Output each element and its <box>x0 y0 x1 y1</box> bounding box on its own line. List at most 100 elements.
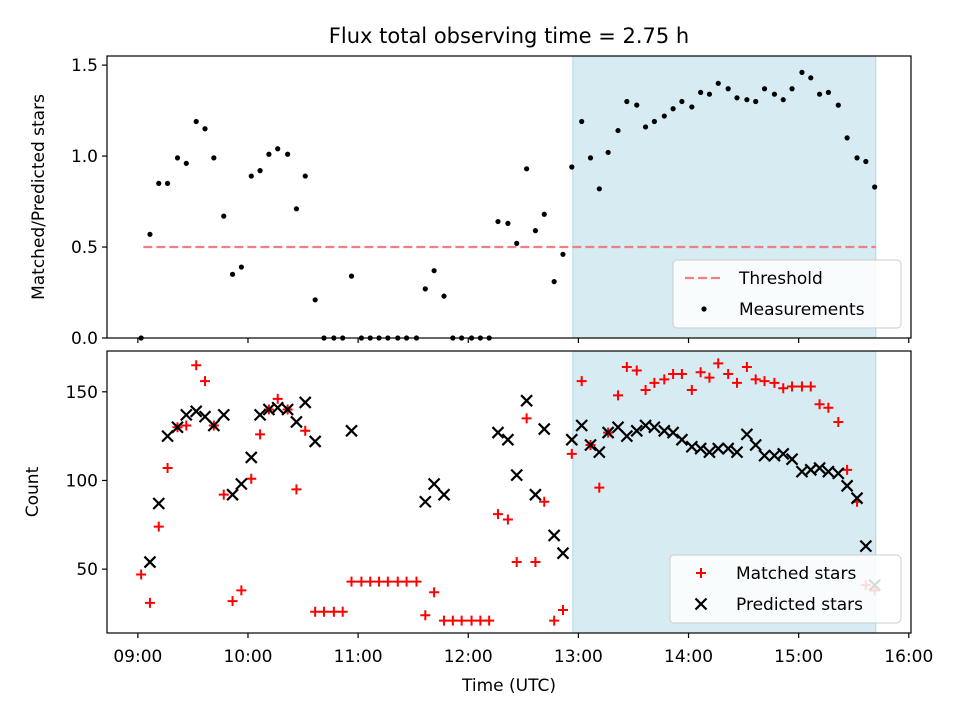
legend-measurement-swatch <box>701 306 707 312</box>
measurement-point <box>744 97 750 103</box>
matched-star-point <box>723 369 734 380</box>
predicted-star-point <box>152 497 166 510</box>
legend-label: Measurements <box>739 300 865 320</box>
measurement-point <box>596 186 602 192</box>
predicted-star-point <box>290 415 303 429</box>
measurement-point <box>312 297 318 303</box>
measurement-point <box>634 102 640 108</box>
matched-star-point <box>695 367 706 378</box>
predicted-star-point <box>491 426 505 439</box>
predicted-star-point <box>593 445 606 459</box>
measurement-point <box>771 91 778 97</box>
matched-star-point <box>191 360 202 371</box>
measurement-point <box>248 173 254 179</box>
matched-star-point <box>511 557 522 568</box>
measurement-point <box>211 155 217 161</box>
matched-star-point <box>594 482 605 493</box>
measurement-point <box>761 86 768 92</box>
matched-star-point <box>539 496 550 507</box>
x-tick-label: 12:00 <box>444 647 493 667</box>
matched-star-point <box>392 576 403 587</box>
matched-star-point <box>796 381 807 392</box>
measurement-point <box>174 155 181 161</box>
matched-star-point <box>631 365 642 376</box>
measurement-point <box>872 184 878 190</box>
matched-star-point <box>613 390 624 401</box>
measurement-point <box>229 271 236 277</box>
predicted-star-point <box>584 438 597 452</box>
measurement-point <box>551 279 557 285</box>
measurement-point <box>202 126 208 132</box>
measurement-point <box>854 155 860 161</box>
measurement-point <box>661 113 667 119</box>
series-measurements <box>138 69 878 341</box>
x-tick-label: 09:00 <box>113 647 162 667</box>
predicted-star-point <box>620 429 634 443</box>
y-tick-label: 1.5 <box>71 56 98 76</box>
matched-star-point <box>530 557 541 568</box>
matched-star-point <box>557 604 568 615</box>
predicted-star-point <box>721 442 735 455</box>
matched-star-point <box>741 361 752 372</box>
predicted-star-point <box>501 433 515 446</box>
matched-star-point <box>576 376 587 387</box>
measurement-point <box>706 91 713 97</box>
measurement-point <box>670 106 676 112</box>
matched-star-point <box>411 576 422 587</box>
measurement-point <box>164 180 171 186</box>
predicted-star-point <box>822 465 835 478</box>
predicted-star-point <box>217 408 231 422</box>
predicted-star-point <box>207 419 221 432</box>
measurement-point <box>799 69 805 75</box>
y-tick-label: 50 <box>76 560 98 580</box>
matched-star-point <box>439 615 450 626</box>
measurement-point <box>293 206 300 212</box>
predicted-star-point <box>565 433 579 446</box>
predicted-star-point <box>740 428 754 441</box>
matched-star-point <box>227 596 238 607</box>
predicted-star-point <box>419 495 432 509</box>
matched-star-point <box>401 576 412 587</box>
measurement-point <box>266 151 272 157</box>
measurement-point <box>422 286 428 292</box>
predicted-star-point <box>758 449 771 462</box>
matched-star-point <box>328 606 339 617</box>
measurement-point <box>524 166 530 172</box>
matched-star-point <box>300 425 311 436</box>
predicted-star-point <box>666 426 680 439</box>
matched-star-point <box>153 521 164 532</box>
matched-star-point <box>704 372 715 383</box>
axes-frame <box>106 55 912 339</box>
measurement-point <box>615 127 621 134</box>
predicted-star-point <box>711 442 725 455</box>
measurement-point <box>753 98 759 105</box>
matched-star-point <box>310 606 321 617</box>
measurement-point <box>715 80 721 86</box>
matched-star-point <box>447 615 458 626</box>
measurement-point <box>642 124 649 130</box>
measurement-point <box>569 164 575 170</box>
matched-star-point <box>502 514 513 525</box>
matched-star-point <box>842 464 853 475</box>
matched-star-point <box>365 576 376 587</box>
matched-star-point <box>668 369 679 380</box>
measurement-point <box>579 118 585 125</box>
measurement-point <box>605 149 611 156</box>
predicted-star-point <box>675 433 689 446</box>
predicted-star-point <box>226 488 239 501</box>
predicted-star-point <box>601 426 615 439</box>
matched-star-point <box>759 376 770 387</box>
matched-star-point <box>640 385 651 396</box>
legend-label: Matched stars <box>736 564 856 584</box>
matched-star-point <box>236 585 247 596</box>
matched-star-point <box>805 381 816 392</box>
matched-star-point <box>475 615 486 626</box>
measurement-point <box>257 168 263 174</box>
predicted-star-point <box>520 394 533 407</box>
predicted-star-point <box>281 403 294 416</box>
measurement-point <box>816 91 823 97</box>
measurement-point <box>780 97 786 103</box>
measurement-point <box>221 213 227 219</box>
matched-star-point <box>291 484 302 495</box>
y-tick-label: 0.5 <box>71 238 98 258</box>
